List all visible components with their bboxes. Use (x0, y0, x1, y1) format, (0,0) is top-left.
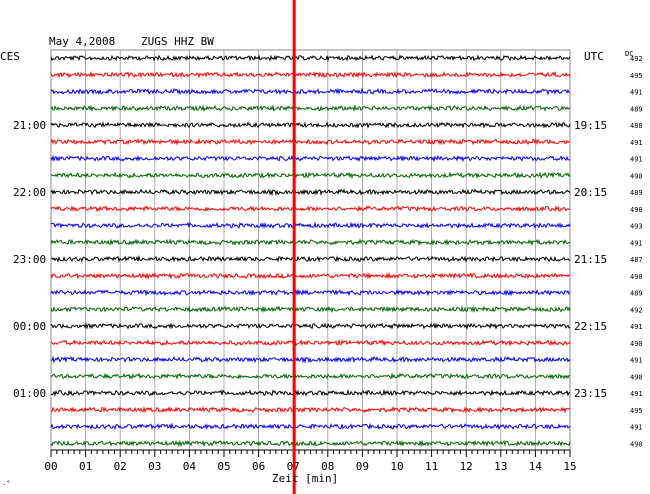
grid (50, 49, 571, 451)
right-hour-label: 20:15 (574, 186, 607, 199)
trace-line (50, 238, 571, 247)
x-tick-label: 00 (44, 460, 57, 473)
left-hour-label: 23:00 (13, 253, 46, 266)
dc-value: 491 (630, 424, 643, 432)
dc-value: 490 (630, 440, 643, 448)
dc-value: 491 (630, 357, 643, 365)
trace-line (50, 221, 571, 229)
left-timezone-label: CES (0, 50, 20, 63)
corner-mark: ·˚ (2, 481, 10, 489)
traces (50, 54, 571, 448)
dc-value: 491 (630, 239, 643, 247)
dc-value: 493 (630, 223, 643, 231)
dc-value: 490 (630, 172, 643, 180)
hour-labels: 21:00 22:00 23:00 00:00 01:00 19:15 20:15 21:15… (13, 119, 607, 400)
dc-value: 490 (630, 206, 643, 214)
left-hour-label: 00:00 (13, 320, 46, 333)
x-tick-label: 03 (148, 460, 161, 473)
x-tick-label: 06 (252, 460, 265, 473)
trace-line (50, 372, 571, 380)
x-tick-label: 10 (390, 460, 403, 473)
trace-line (50, 254, 571, 263)
x-tick-label: 14 (529, 460, 543, 473)
trace-line (50, 439, 571, 448)
dc-value: 489 (630, 105, 643, 113)
trace-line (50, 305, 571, 314)
left-hour-label: 21:00 (13, 119, 46, 132)
trace-line (50, 188, 571, 197)
trace-line (51, 355, 571, 364)
dc-column-label: DC (625, 50, 633, 58)
dc-value: 491 (630, 390, 643, 398)
x-tick-label: 04 (183, 460, 197, 473)
trace-line (50, 154, 571, 163)
right-hour-label: 23:15 (574, 387, 607, 400)
right-hour-label: 19:15 (574, 119, 607, 132)
x-tick-label: 08 (321, 460, 334, 473)
dc-value: 490 (630, 273, 643, 281)
dc-value: 491 (630, 139, 643, 147)
x-tick-label: 09 (356, 460, 369, 473)
x-axis-label: Zeit [min] (272, 472, 338, 485)
x-tick-label: 13 (494, 460, 507, 473)
dc-value: 490 (630, 373, 643, 381)
dc-value: 487 (630, 256, 643, 264)
x-tick-label: 02 (114, 460, 127, 473)
trace-line (50, 322, 571, 331)
right-hour-label: 21:15 (574, 253, 607, 266)
trace-line (50, 422, 571, 431)
right-timezone-label: UTC (584, 50, 604, 63)
x-tick-label: 12 (460, 460, 473, 473)
dc-value: 491 (630, 323, 643, 331)
left-hour-label: 01:00 (13, 387, 46, 400)
trace-line (50, 388, 571, 397)
dc-value: 492 (630, 306, 643, 314)
trace-line (50, 405, 571, 414)
station-code: ZUGS HHZ BW (141, 35, 214, 48)
trace-line (50, 338, 571, 347)
trace-line (50, 204, 571, 213)
x-tick-label: 11 (425, 460, 438, 473)
dc-value: 491 (630, 89, 643, 97)
record-date: May 4,2008 (49, 35, 115, 48)
dc-value: 489 (630, 290, 643, 298)
x-tick-label: 15 (563, 460, 576, 473)
right-hour-label: 22:15 (574, 320, 607, 333)
dc-value: 492 (630, 55, 643, 63)
trace-line (50, 70, 571, 79)
x-tick-label: 05 (217, 460, 230, 473)
dc-value: 490 (630, 340, 643, 348)
dc-value: 495 (630, 72, 643, 80)
dc-value: 488 (630, 122, 643, 130)
dc-value: 489 (630, 189, 643, 197)
dc-value: 495 (630, 407, 643, 415)
x-axis: 00010203040506070809101112131415 (44, 449, 577, 473)
trace-line (51, 171, 571, 180)
trace-line (50, 137, 571, 146)
trace-line (50, 288, 571, 297)
x-tick-label: 01 (79, 460, 92, 473)
dc-value: 491 (630, 156, 643, 164)
trace-line (50, 104, 571, 112)
left-hour-label: 22:00 (13, 186, 46, 199)
dc-values: 492 495 491 489 488 491 491 490 489 490 493 491 487 4… (630, 55, 643, 448)
trace-line (50, 121, 571, 129)
trace-line (50, 87, 571, 96)
trace-line (50, 271, 571, 280)
trace-line (50, 54, 571, 63)
